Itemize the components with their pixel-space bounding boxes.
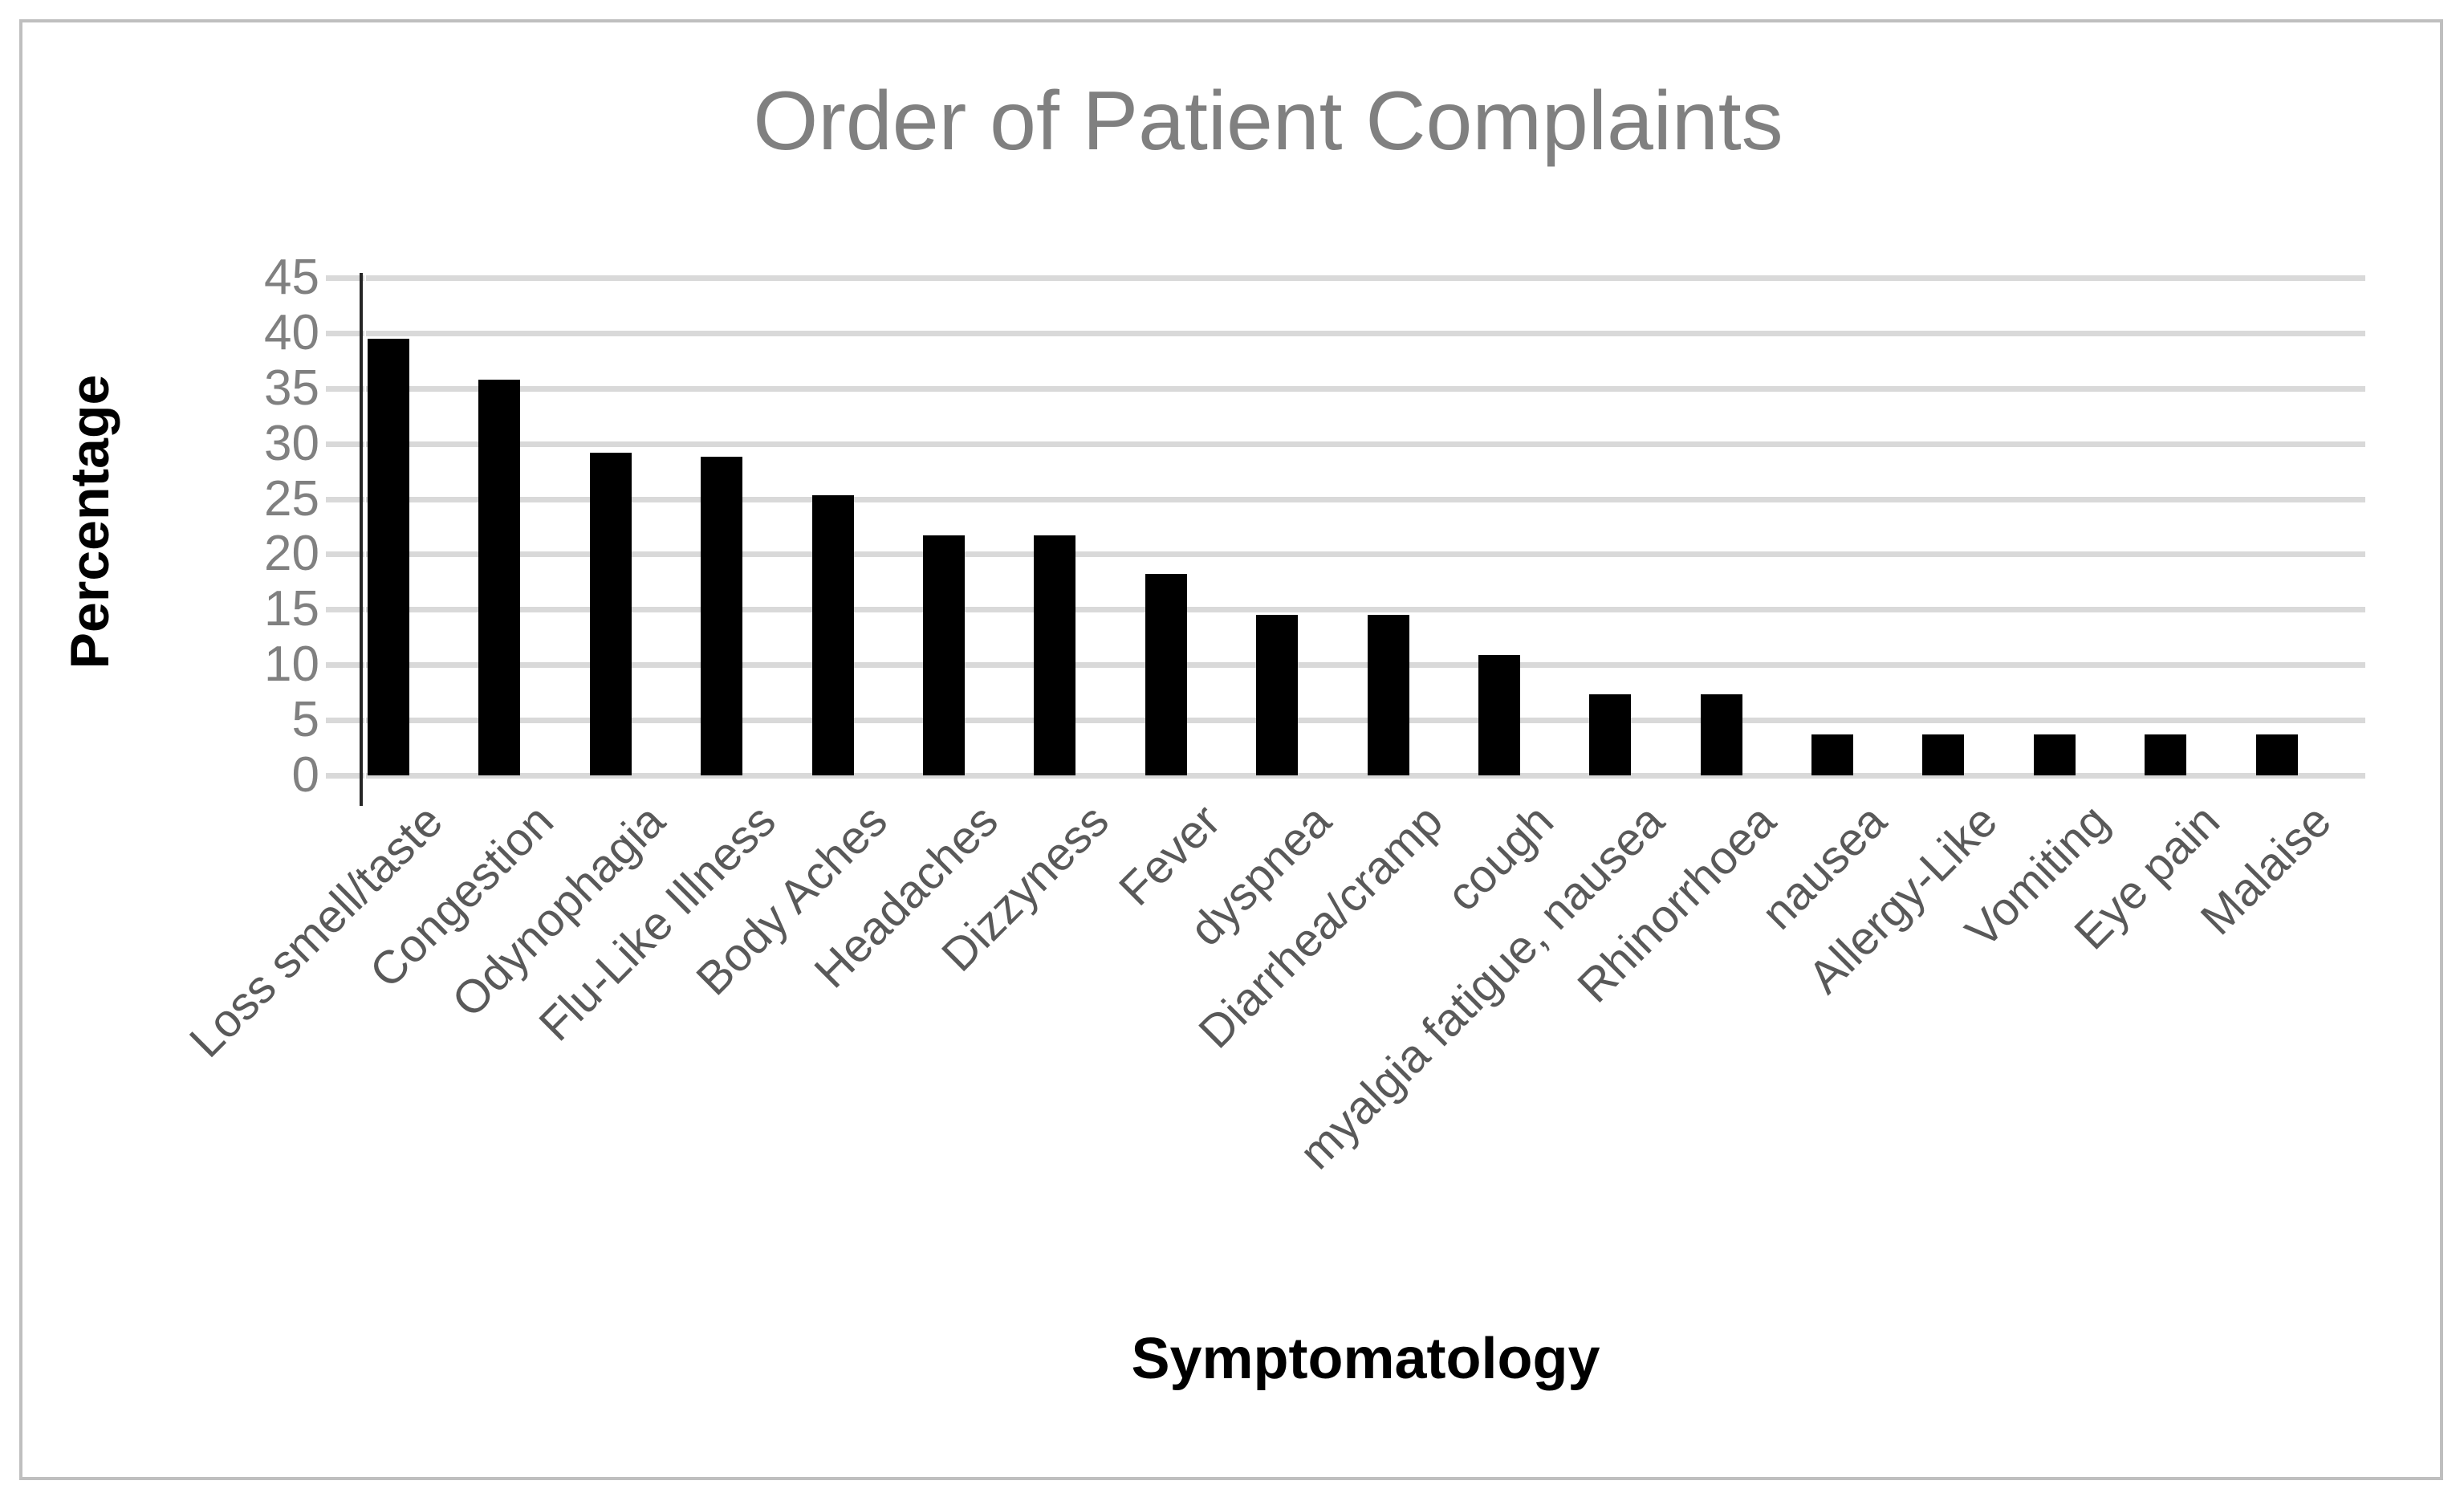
gridline	[366, 607, 2365, 613]
chart-bar	[2145, 734, 2187, 775]
chart-bar	[1478, 654, 1520, 775]
gridline	[366, 330, 2365, 336]
chart-bar	[2033, 734, 2076, 775]
gridline	[366, 441, 2365, 447]
y-axis-tick	[326, 385, 364, 392]
chart-bar	[589, 452, 632, 775]
chart-title: Order of Patient Complaints	[753, 75, 1783, 168]
gridline	[366, 275, 2365, 281]
y-tick-label: 30	[264, 415, 319, 471]
y-tick-label: 35	[264, 360, 319, 416]
y-tick-label: 5	[291, 692, 319, 748]
x-axis-title: Symptomatology	[1131, 1327, 1600, 1391]
y-axis-tick	[326, 551, 364, 558]
gridline	[366, 773, 2365, 779]
chart-bar	[1145, 574, 1187, 775]
y-axis-tick	[326, 718, 364, 724]
y-axis-tick	[326, 496, 364, 502]
chart-bar	[811, 495, 854, 775]
chart-bar	[1256, 615, 1299, 775]
y-axis-tick	[326, 330, 364, 336]
gridline	[366, 496, 2365, 502]
y-axis-tick	[326, 441, 364, 447]
y-axis-tick	[326, 773, 364, 779]
y-tick-label: 45	[264, 250, 319, 305]
y-axis-title: Percentage	[59, 374, 120, 669]
chart-bar	[1922, 734, 1965, 775]
y-axis-tick	[326, 275, 364, 281]
gridline	[366, 385, 2365, 392]
chart-bar	[478, 379, 521, 775]
y-axis-tick	[326, 607, 364, 613]
chart-bar	[1367, 615, 1409, 775]
y-tick-label: 10	[264, 637, 319, 693]
gridline	[366, 662, 2365, 669]
chart-frame	[19, 19, 2443, 1480]
y-tick-label: 20	[264, 526, 319, 582]
y-axis-tick	[326, 662, 364, 669]
chart-bar	[1034, 535, 1076, 775]
chart-bar	[368, 338, 409, 775]
chart-bar	[1811, 734, 1854, 775]
chart-bar	[1589, 694, 1632, 775]
y-tick-label: 0	[291, 747, 319, 803]
y-tick-label: 15	[264, 581, 319, 637]
y-tick-label: 40	[264, 304, 319, 360]
y-axis-line	[360, 273, 363, 806]
gridline	[366, 551, 2365, 558]
chart-bar	[2255, 734, 2298, 775]
y-tick-label: 25	[264, 470, 319, 527]
gridline	[366, 718, 2365, 724]
chart-bar	[1700, 694, 1742, 775]
chart-bar	[922, 535, 965, 775]
chart-bar	[701, 457, 743, 775]
